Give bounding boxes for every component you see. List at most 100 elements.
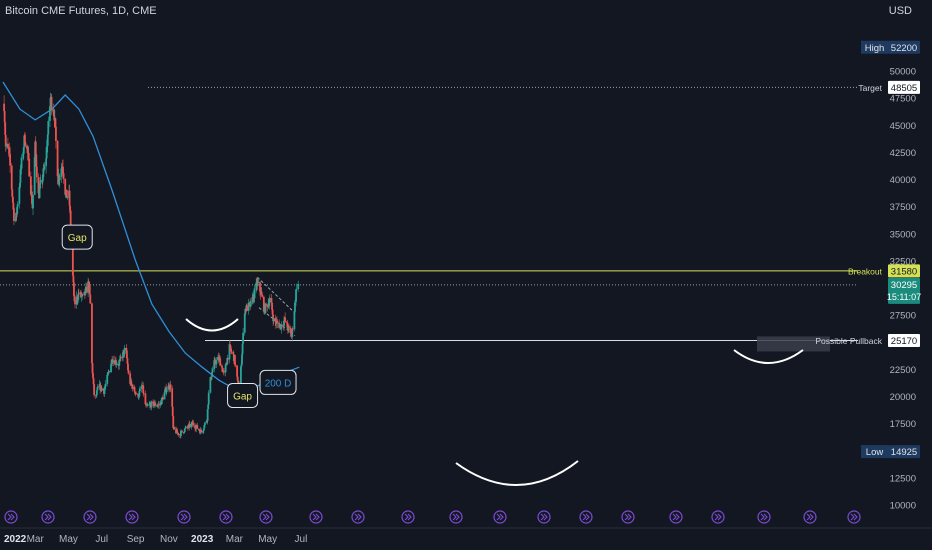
annotation-text: 200 D [265, 378, 292, 389]
event-icon[interactable] [579, 510, 593, 524]
candle [140, 383, 143, 393]
candle [85, 282, 88, 293]
candle [192, 420, 195, 428]
candle [219, 355, 222, 366]
candle [55, 120, 57, 149]
y-tick-label: 35000 [890, 229, 916, 240]
candle [58, 173, 61, 189]
candle [226, 354, 229, 366]
candle [152, 400, 155, 408]
x-tick-label: Sep [127, 534, 145, 545]
candle [123, 344, 126, 358]
candle [61, 163, 63, 169]
y-tick-label: 37500 [890, 202, 916, 213]
candle [77, 289, 80, 303]
event-icon[interactable] [711, 510, 725, 524]
event-icon[interactable] [177, 510, 191, 524]
candle [268, 294, 271, 304]
event-icon[interactable] [493, 510, 507, 524]
event-icon[interactable] [401, 510, 415, 524]
candle [146, 402, 149, 407]
event-icon[interactable] [309, 510, 323, 524]
candle [116, 361, 118, 366]
candle [50, 94, 53, 115]
candle [24, 133, 27, 148]
candle [161, 394, 164, 401]
candle [274, 314, 277, 326]
candle [204, 421, 206, 427]
candle [20, 154, 23, 175]
event-icon[interactable] [669, 510, 683, 524]
event-icon[interactable] [125, 510, 139, 524]
candle [110, 362, 112, 373]
candle [171, 385, 174, 408]
candle [131, 383, 134, 392]
annotation-text: Gap [233, 391, 252, 402]
candle [47, 116, 50, 137]
candle [290, 331, 293, 337]
y-tick-label: 10000 [890, 501, 916, 512]
y-tick-label: 12500 [890, 473, 916, 484]
candle [135, 391, 138, 395]
event-icon[interactable] [351, 510, 365, 524]
candle [241, 341, 244, 359]
candle [171, 406, 174, 418]
pullback-zone [757, 336, 830, 352]
candle [102, 387, 105, 391]
annotation-text: Gap [68, 233, 87, 244]
event-icon[interactable] [259, 510, 273, 524]
candle [51, 102, 54, 113]
candle [207, 389, 210, 407]
candle [223, 368, 225, 376]
y-tick-label: 40000 [890, 175, 916, 186]
candle [228, 339, 231, 364]
candle [210, 376, 213, 381]
candle [89, 294, 92, 304]
arc-bottom-2022 [455, 460, 579, 486]
candle [130, 378, 133, 387]
candle [9, 146, 11, 173]
event-icon[interactable] [219, 510, 233, 524]
event-icon[interactable] [449, 510, 463, 524]
candle [104, 379, 107, 390]
candle [39, 177, 42, 197]
event-icon[interactable] [757, 510, 771, 524]
candle [16, 201, 19, 210]
candle [287, 324, 290, 333]
candle [77, 288, 80, 298]
candle [295, 288, 297, 307]
chart-title: Bitcoin CME Futures, 1D, CME [5, 5, 157, 17]
candle [207, 404, 210, 412]
annotation-2[interactable]: 200 D [259, 369, 297, 395]
event-icon[interactable] [41, 510, 55, 524]
event-icon[interactable] [537, 510, 551, 524]
candle [272, 309, 275, 326]
y-tick-label: 22500 [890, 365, 916, 376]
candle [28, 156, 31, 177]
annotation-0[interactable]: Gap [61, 224, 93, 250]
candle [93, 380, 96, 398]
event-icon[interactable] [83, 510, 97, 524]
candle [62, 171, 65, 184]
event-icon[interactable] [621, 510, 635, 524]
candle [18, 182, 21, 209]
event-icon[interactable] [4, 510, 18, 524]
x-tick-label: Mar [226, 534, 244, 545]
currency-label: USD [888, 5, 912, 17]
y-tick-label: 50000 [890, 67, 916, 78]
candle [112, 356, 115, 366]
candle [127, 361, 129, 372]
price-label-target: Target 48505 [858, 80, 920, 94]
price-label-value: 14925 [891, 447, 917, 458]
candle [42, 163, 45, 180]
arc-may-2022 [185, 318, 239, 332]
candle [108, 370, 111, 373]
candle [165, 387, 168, 396]
annotation-1[interactable]: Gap [227, 382, 259, 408]
candle [56, 139, 59, 177]
event-icon[interactable] [847, 510, 861, 524]
candle [169, 380, 172, 393]
event-icon[interactable] [803, 510, 817, 524]
